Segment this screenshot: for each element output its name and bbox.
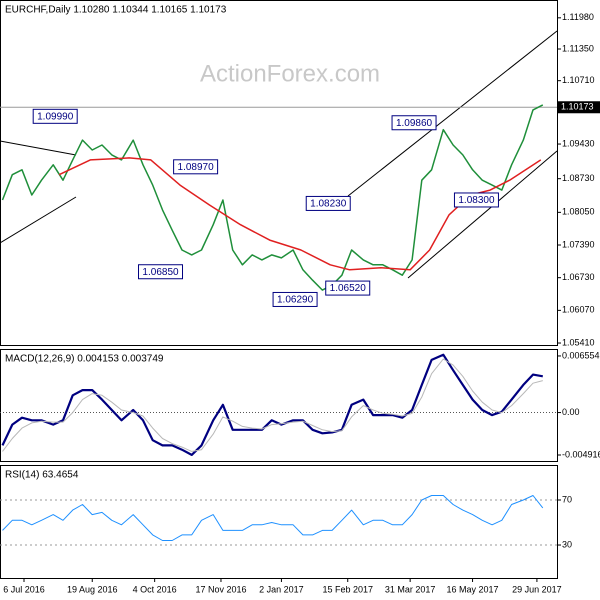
annotation-box: [32, 108, 78, 124]
annotation-label: 1.08300: [458, 195, 495, 206]
price-annotation: 1.06850: [138, 264, 184, 280]
y-tick-label: 0.006554: [562, 350, 600, 360]
annotation-box: [305, 195, 351, 211]
annotation-label: 1.08230: [310, 199, 347, 210]
x-tick-label: 31 Mar 2017: [385, 584, 436, 594]
last-price-label: 1.10173: [561, 102, 594, 112]
panel-frame: [0, 0, 558, 346]
y-tick-label: 1.09430: [562, 138, 595, 148]
annotation-box: [325, 280, 371, 296]
y-tick-label: 1.11350: [562, 43, 594, 53]
annotation-label: 1.06520: [330, 283, 367, 294]
panel-frame: [0, 349, 558, 462]
x-tick-label: 4 Oct 2016: [133, 584, 177, 594]
trend-line: [0, 140, 77, 156]
y-tick-label: 70: [562, 494, 572, 504]
annotation-box: [272, 291, 318, 307]
y-tick-label: 1.07390: [562, 239, 595, 249]
x-tick-label: 6 Jul 2016: [3, 584, 45, 594]
panel-title: RSI(14) 63.4654: [5, 470, 79, 481]
series-line: [2, 358, 543, 452]
price-annotation: 1.09860: [391, 115, 437, 131]
panel-title: EURCHF,Daily 1.10280 1.10344 1.10165 1.1…: [5, 5, 227, 16]
y-tick-label: 0.00: [562, 407, 580, 417]
annotation-label: 1.09860: [396, 118, 433, 129]
price-annotation: 1.06520: [325, 280, 371, 296]
price-annotation: 1.09990: [32, 108, 78, 124]
x-tick-label: 15 Feb 2017: [322, 584, 373, 594]
y-tick-label: -0.004916: [562, 449, 600, 459]
trend-lines: [0, 30, 558, 279]
annotation-label: 1.09990: [37, 111, 74, 122]
x-tick-label: 2 Jan 2017: [259, 584, 304, 594]
panel-title: MACD(12,26,9) 0.004153 0.003749: [5, 354, 164, 365]
y-tick-label: 1.08730: [562, 173, 595, 183]
annotation-box: [173, 159, 219, 175]
x-tick-label: 16 May 2017: [447, 584, 499, 594]
last-price-box: [558, 101, 600, 114]
x-tick-label: 17 Nov 2016: [195, 584, 246, 594]
y-tick-label: 1.11980: [562, 12, 594, 22]
annotation-box: [138, 264, 184, 280]
series-line: [2, 495, 544, 541]
x-tick-label: 29 Jun 2017: [512, 584, 562, 594]
series-line: [1, 353, 543, 456]
price-annotation: 1.08970: [173, 159, 219, 175]
x-tick-label: 19 Aug 2016: [67, 584, 118, 594]
y-tick-label: 30: [562, 539, 572, 549]
annotation-label: 1.08970: [178, 162, 215, 173]
y-tick-label: 1.06070: [562, 305, 595, 315]
trend-line: [0, 196, 77, 244]
channel-line: [347, 30, 558, 197]
y-tick-label: 1.05410: [562, 337, 595, 347]
y-tick-label: 1.06730: [562, 272, 595, 282]
annotation-box: [391, 115, 437, 131]
price-annotation: 1.08230: [305, 195, 351, 211]
watermark: ActionForex.com: [200, 60, 380, 87]
annotation-label: 1.06850: [142, 267, 179, 278]
series-line: [1, 104, 544, 291]
price-annotation: 1.06290: [272, 291, 318, 307]
annotation-box: [453, 192, 499, 208]
annotation-label: 1.06290: [277, 295, 314, 306]
y-tick-label: 1.10710: [562, 75, 595, 85]
price-annotation: 1.08300: [453, 192, 499, 208]
channel-line: [407, 150, 558, 279]
y-tick-label: 1.08050: [562, 207, 595, 217]
panel-frame: [0, 465, 558, 579]
